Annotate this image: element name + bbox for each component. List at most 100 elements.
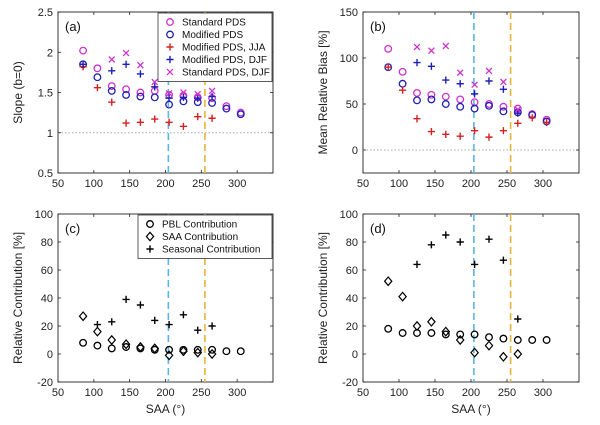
panel-c: 50 100 150 200 250 300 -20 0 20 40 60 80 100 Relative… xyxy=(11,209,274,416)
data-point xyxy=(413,59,421,67)
data-point xyxy=(456,95,465,104)
data-point xyxy=(514,106,522,113)
data-point xyxy=(427,128,435,136)
data-point xyxy=(193,347,203,358)
legend-marker xyxy=(166,43,174,51)
data-point xyxy=(499,334,508,343)
data-point xyxy=(384,63,392,71)
data-point xyxy=(208,322,216,330)
data-point xyxy=(456,102,465,111)
y-tick-label: 100 xyxy=(35,209,53,221)
data-point xyxy=(441,330,450,339)
x-tick-label: 300 xyxy=(228,178,246,190)
data-point xyxy=(222,347,231,356)
data-point xyxy=(93,326,102,337)
x-tick-label: 200 xyxy=(462,178,480,190)
data-point xyxy=(107,86,116,95)
data-point xyxy=(136,341,145,353)
y-tick-label: 0 xyxy=(352,349,358,361)
y-tick-label: 150 xyxy=(340,7,358,19)
data-point xyxy=(222,104,231,113)
x-tick-label: 150 xyxy=(120,387,138,399)
data-point xyxy=(513,348,523,360)
data-point xyxy=(514,109,522,117)
data-point xyxy=(165,321,173,329)
data-point xyxy=(470,347,479,358)
series-seasonal-contribution xyxy=(93,295,216,334)
data-point xyxy=(136,92,145,101)
y-tick-label: 1 xyxy=(47,128,53,140)
data-point xyxy=(427,95,436,104)
x-tick-label: 300 xyxy=(534,387,552,399)
data-point xyxy=(499,256,507,264)
legend-marker xyxy=(166,30,174,39)
data-point xyxy=(93,64,102,73)
y-tick-label: 0 xyxy=(47,349,53,361)
data-point xyxy=(122,119,130,127)
data-point xyxy=(79,338,88,347)
data-point xyxy=(428,47,435,54)
x-tick-label: 50 xyxy=(52,178,64,190)
panel-a: 50 100 150 200 250 300 0.5 1 1.5 2 2.5 Slope (b=0) (… xyxy=(11,7,274,190)
data-point xyxy=(136,118,145,126)
data-point xyxy=(456,80,464,88)
data-point xyxy=(151,316,159,324)
x-axis-label: SAA (°) xyxy=(146,402,185,416)
data-point xyxy=(165,345,174,354)
series-seasonal-contribution xyxy=(413,231,522,323)
y-tick-label: 2.5 xyxy=(38,7,53,19)
data-point xyxy=(107,82,116,91)
data-point xyxy=(456,132,464,140)
data-point xyxy=(122,49,130,57)
data-point xyxy=(398,79,407,88)
data-point xyxy=(194,326,202,334)
legend-entry: Modified PDS xyxy=(182,30,243,41)
data-point xyxy=(412,320,422,332)
data-point xyxy=(208,99,217,107)
data-point xyxy=(193,345,202,354)
series-standard-pds-djf xyxy=(108,49,216,98)
data-point xyxy=(107,334,117,346)
legend-marker xyxy=(166,18,174,26)
data-point xyxy=(456,69,464,77)
data-point xyxy=(470,104,479,113)
data-point xyxy=(485,235,493,243)
data-point xyxy=(543,118,551,126)
legend-entry: SAA Contribution xyxy=(162,232,238,243)
data-point xyxy=(93,84,102,92)
legend-marker xyxy=(145,231,155,242)
x-tick-label: 250 xyxy=(192,178,210,190)
data-point xyxy=(499,127,507,135)
data-point xyxy=(499,351,508,362)
data-point xyxy=(122,60,130,68)
x-tick-label: 100 xyxy=(390,178,408,190)
data-point xyxy=(513,336,522,344)
series-pbl-contribution xyxy=(79,338,245,356)
data-point xyxy=(499,102,508,111)
data-point xyxy=(180,89,187,96)
data-point xyxy=(499,85,507,93)
data-point xyxy=(179,311,188,319)
data-point xyxy=(208,345,217,354)
y-axis-label: Relative Contribution [%] xyxy=(316,232,330,364)
data-point xyxy=(471,127,479,135)
legend-marker xyxy=(166,55,174,64)
legend-entry: Standard PDS, DJF xyxy=(182,68,270,79)
data-point xyxy=(122,295,130,303)
legend-box xyxy=(137,214,273,259)
data-point xyxy=(456,330,465,339)
x-tick-label: 50 xyxy=(357,178,369,190)
data-point xyxy=(150,343,160,354)
data-point xyxy=(528,114,536,122)
series-modified-pds-djf xyxy=(79,60,216,102)
data-point xyxy=(93,73,102,82)
data-point xyxy=(222,102,231,111)
data-point xyxy=(485,67,493,75)
data-point xyxy=(413,260,421,268)
series-modified-pds-djf xyxy=(413,59,522,117)
y-tick-label: 50 xyxy=(346,99,358,111)
y-tick-label: 20 xyxy=(41,321,53,333)
y-tick-label: -20 xyxy=(342,377,358,389)
data-point xyxy=(441,92,450,101)
data-point xyxy=(398,329,407,337)
